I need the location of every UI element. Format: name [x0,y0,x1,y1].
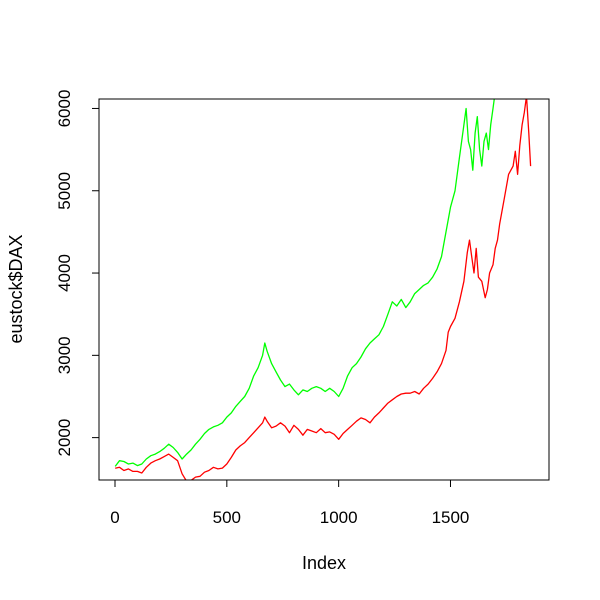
x-tick-label: 500 [213,508,241,527]
plot-frame [98,98,550,481]
y-axis: 2000 3000 4000 5000 6000 [55,90,100,457]
x-axis-label: Index [302,553,346,573]
y-tick-label: 4000 [55,254,74,292]
x-axis: 0 500 1000 1500 [110,479,470,527]
y-tick-label: 5000 [55,172,74,210]
x-tick-label: 0 [110,508,119,527]
x-tick-label: 1500 [432,508,470,527]
y-axis-label: eustock$DAX [6,234,26,343]
x-tick-label: 1000 [320,508,358,527]
series-layer [114,99,532,480]
y-tick-label: 2000 [55,419,74,457]
series-line-2 [114,99,495,467]
y-tick-label: 6000 [55,90,74,128]
series-line-1 [115,99,532,480]
y-tick-label: 3000 [55,336,74,374]
